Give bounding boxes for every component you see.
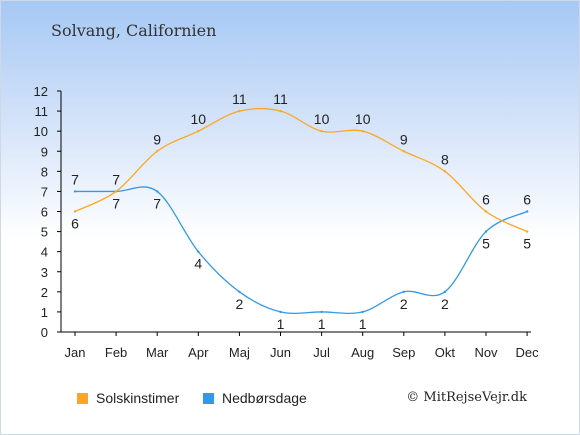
y-tick-label: 5 [41, 225, 48, 240]
data-label-rain: 7 [71, 171, 79, 187]
copyright-text: © MitRejseVejr.dk [406, 390, 527, 405]
y-tick-label: 1 [41, 305, 48, 320]
data-label-rain: 6 [523, 192, 531, 208]
x-tick-label: Jun [270, 345, 291, 360]
data-label-sun: 5 [523, 236, 531, 252]
y-tick-label: 9 [41, 144, 48, 159]
y-tick-label: 12 [34, 84, 48, 99]
data-point-sun [484, 210, 488, 213]
data-label-rain: 2 [400, 296, 408, 312]
data-point-sun [238, 109, 241, 113]
data-point-rain [238, 290, 241, 294]
x-tick-label: Feb [105, 345, 127, 360]
data-label-sun: 10 [355, 111, 371, 127]
y-tick-label: 8 [41, 164, 48, 179]
data-label-sun: 8 [441, 151, 449, 167]
x-tick-label: Dec [516, 345, 540, 360]
data-label-rain: 1 [359, 316, 367, 332]
data-label-rain: 7 [153, 195, 161, 211]
x-tick-label: Aug [351, 345, 374, 360]
data-point-sun [279, 109, 282, 113]
data-point-sun [320, 129, 323, 133]
legend-item-sun: Solskinstimer [77, 390, 179, 406]
y-tick-label: 10 [34, 124, 48, 139]
data-label-rain: 1 [277, 316, 285, 332]
data-point-rain [484, 230, 488, 233]
data-label-sun: 9 [153, 131, 161, 147]
data-label-sun: 11 [232, 91, 247, 107]
data-label-rain: 2 [441, 296, 449, 312]
data-point-rain [443, 290, 447, 294]
data-point-rain [279, 310, 282, 314]
legend-label-sun: Solskinstimer [96, 390, 180, 406]
data-point-rain [73, 190, 77, 193]
data-label-sun: 11 [273, 91, 288, 107]
legend-swatch-sun [77, 392, 88, 404]
data-label-sun: 6 [482, 192, 490, 208]
series-line-sun [74, 107, 528, 233]
chart-title: Solvang, Californien [51, 21, 217, 40]
x-tick-label: Jul [313, 345, 330, 360]
data-point-sun [361, 129, 364, 133]
y-tick-label: 7 [41, 184, 48, 199]
data-label-rain: 5 [482, 236, 490, 252]
data-label-rain: 7 [112, 195, 120, 211]
data-label-rain: 1 [318, 316, 326, 332]
legend-label-rain: Nedbørsdage [222, 390, 307, 406]
y-tick-label: 0 [41, 325, 48, 340]
data-point-sun [197, 129, 200, 133]
x-tick-label: Nov [474, 345, 498, 360]
x-tick-label: Mar [146, 345, 169, 360]
data-point-rain [197, 250, 200, 253]
data-point-sun [114, 190, 118, 193]
series-line-rain [75, 186, 528, 315]
data-label-sun: 7 [112, 171, 120, 187]
x-tick-label: Maj [229, 345, 250, 360]
data-point-sun [156, 150, 159, 153]
data-point-sun [443, 170, 447, 173]
data-label-sun: 6 [71, 216, 79, 232]
y-tick-label: 3 [41, 265, 48, 280]
x-tick-label: Sep [392, 345, 415, 360]
data-point-rain [156, 190, 159, 193]
data-point-rain [320, 310, 323, 314]
y-tick-label: 6 [41, 205, 48, 220]
data-point-rain [361, 310, 364, 314]
data-label-sun: 10 [191, 111, 207, 127]
x-tick-label: Jan [65, 345, 86, 360]
data-point-sun [402, 150, 405, 153]
data-point-rain [525, 210, 529, 213]
x-tick-label: Okt [435, 345, 456, 360]
data-point-sun [73, 210, 77, 213]
legend-item-rain: Nedbørsdage [203, 390, 307, 406]
data-point-rain [402, 290, 405, 294]
data-label-rain: 4 [194, 256, 202, 272]
legend-swatch-rain [203, 392, 214, 404]
data-point-sun [525, 230, 529, 233]
y-tick-label: 11 [35, 104, 49, 119]
data-label-sun: 10 [314, 111, 330, 127]
data-label-rain: 2 [236, 296, 244, 312]
y-tick-label: 2 [41, 285, 48, 300]
x-tick-label: Apr [188, 345, 209, 360]
y-tick-label: 4 [41, 245, 48, 260]
data-label-sun: 9 [400, 131, 408, 147]
